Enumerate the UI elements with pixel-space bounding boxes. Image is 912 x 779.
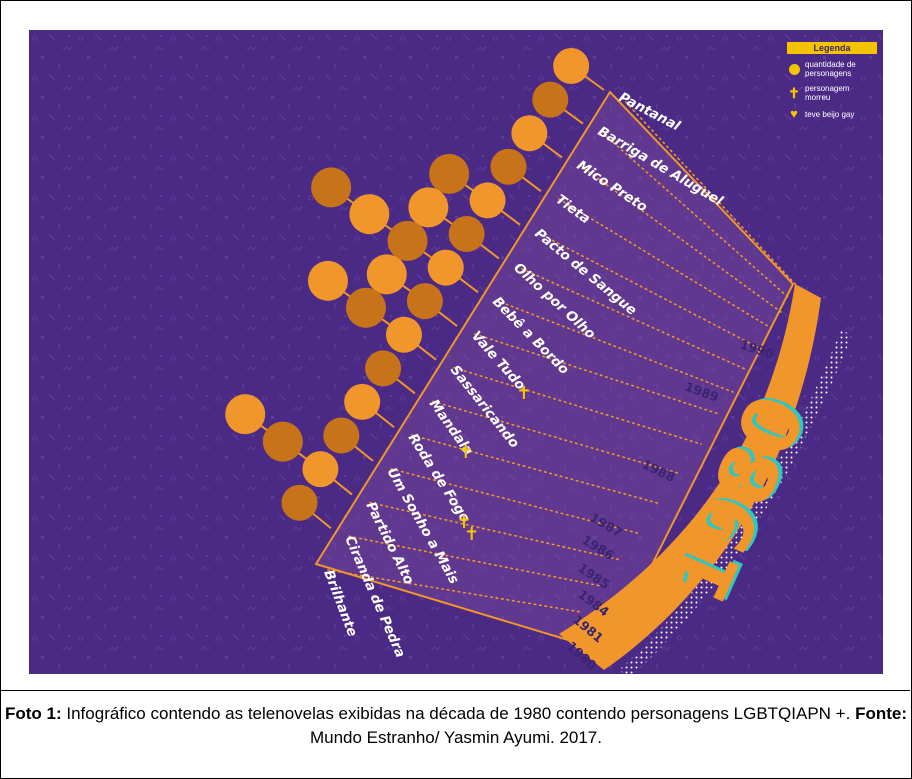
caption-text: Infográfico contendo as telenovelas exib… <box>61 704 856 723</box>
legend-label: teve beijo gay <box>805 109 855 119</box>
character-circle <box>302 451 339 488</box>
timeline-band <box>559 284 821 670</box>
caption-label: Foto 1: <box>5 704 62 723</box>
character-circle <box>406 283 443 320</box>
character-circle <box>323 417 360 454</box>
character-circle <box>365 350 402 387</box>
character-circle <box>344 383 381 420</box>
fan-panel <box>314 90 795 654</box>
dotted-leader <box>327 569 582 613</box>
character-circle <box>490 148 527 185</box>
legend-title: Legenda <box>787 42 877 54</box>
character-circle <box>532 81 569 118</box>
dotted-leader <box>432 400 682 475</box>
character-circle <box>349 194 390 235</box>
dotted-leader <box>411 434 662 505</box>
circle-icon <box>787 63 801 75</box>
legend-item-cross: ✝ personagem morreu <box>787 84 877 102</box>
dotted-leader <box>516 265 748 371</box>
infographic: Pantanal Barriga de Aluguel Mico Preto Tiet… <box>29 30 883 674</box>
character-circle <box>262 421 303 462</box>
character-circle <box>387 220 428 261</box>
background-pattern <box>29 30 883 674</box>
character-circle <box>345 287 386 328</box>
legend-label: personagem morreu <box>805 84 850 102</box>
source-label: Fonte: <box>855 704 907 723</box>
legend: Legenda quantidade de personagens ✝ pers… <box>787 42 877 126</box>
cross-icon: ✝ <box>516 383 531 404</box>
character-circle <box>429 153 470 194</box>
dotted-leader <box>348 535 602 587</box>
dotted-band <box>619 330 852 674</box>
character-circle <box>225 394 266 435</box>
character-circle <box>408 187 449 228</box>
legend-label: quantidade de personagens <box>805 60 856 78</box>
cross-icon: ✝ <box>464 524 479 545</box>
caption-divider <box>0 690 910 691</box>
character-circle <box>469 182 506 219</box>
dotted-leader <box>474 333 720 415</box>
dotted-leader <box>390 468 642 535</box>
legend-item-heart: ♥ teve beijo gay <box>787 106 877 121</box>
legend-item-circle: quantidade de personagens <box>787 60 877 78</box>
character-circle <box>307 260 348 301</box>
character-circles <box>225 48 590 521</box>
character-circle <box>511 115 548 152</box>
character-circle <box>427 249 464 286</box>
heart-icon: ♥ <box>790 106 798 121</box>
character-circle <box>281 484 318 521</box>
dotted-leaders <box>327 97 797 613</box>
death-crosses: ✝✝✝✝ <box>457 383 532 545</box>
dotted-leader <box>600 130 790 299</box>
character-circle <box>553 48 590 85</box>
character-circle <box>385 316 422 353</box>
dotted-leader <box>621 97 797 286</box>
dotted-leader <box>495 299 734 393</box>
cross-icon: ✝ <box>457 512 472 533</box>
cross-icon: ✝ <box>458 442 473 463</box>
character-circle <box>311 167 352 208</box>
dotted-leader <box>453 366 702 445</box>
character-circle <box>448 215 485 252</box>
figure-caption: Foto 1: Infográfico contendo as telenove… <box>0 702 912 750</box>
source-text: Mundo Estranho/ Yasmin Ayumi. 2017. <box>309 728 602 747</box>
cross-icon: ✝ <box>788 85 800 101</box>
dotted-leader <box>369 501 622 561</box>
character-circle <box>366 254 407 295</box>
